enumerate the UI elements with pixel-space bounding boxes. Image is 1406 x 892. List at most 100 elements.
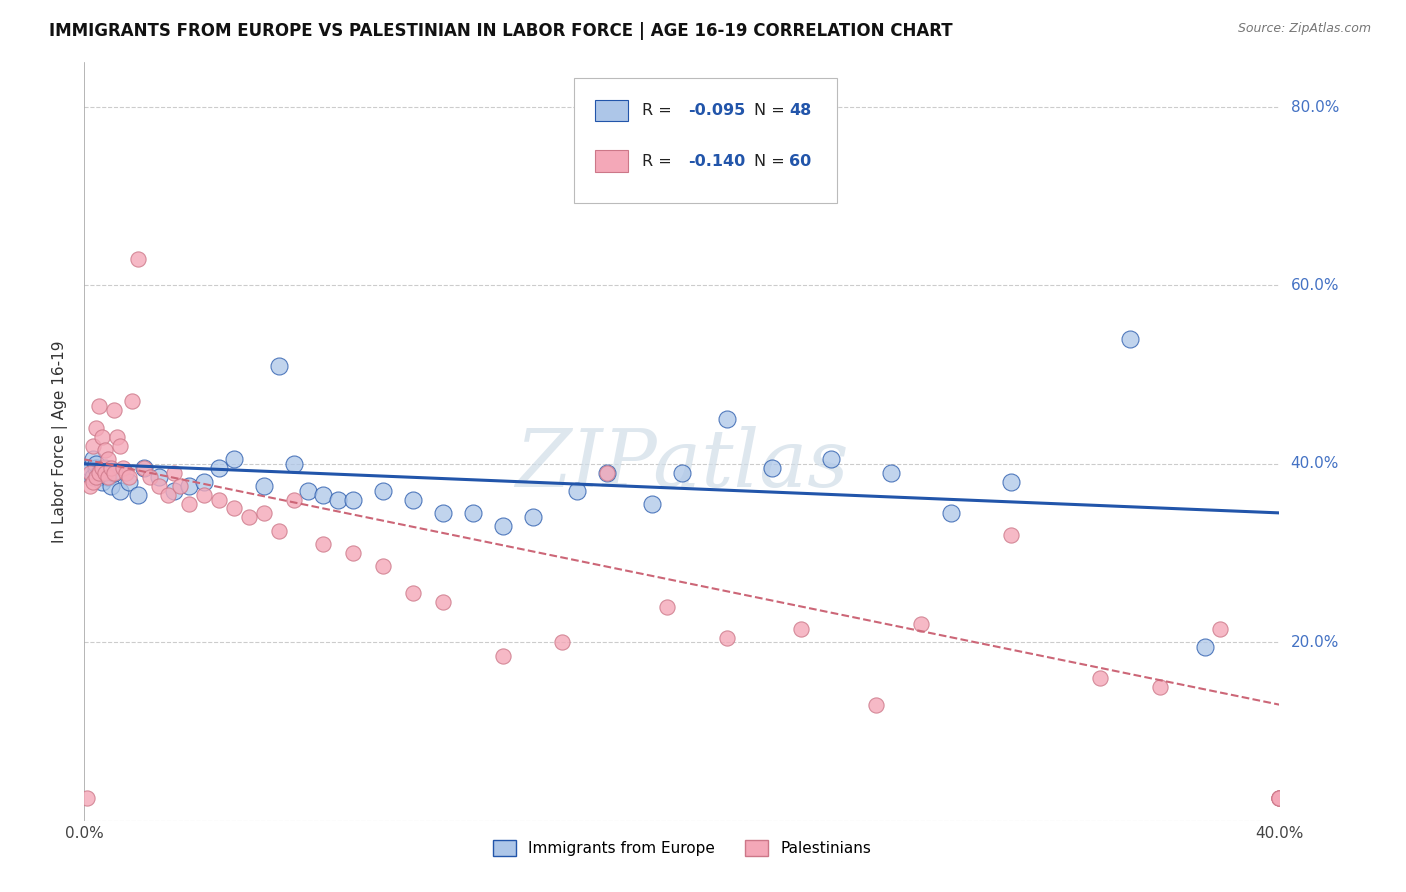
Point bbox=[1268, 791, 1291, 805]
Point bbox=[139, 470, 162, 484]
Point bbox=[283, 492, 305, 507]
Point bbox=[157, 488, 180, 502]
Point bbox=[492, 648, 515, 663]
Point bbox=[1194, 640, 1216, 654]
Point bbox=[1149, 680, 1171, 694]
Point bbox=[91, 430, 114, 444]
Point bbox=[880, 466, 903, 480]
Text: Source: ZipAtlas.com: Source: ZipAtlas.com bbox=[1237, 22, 1371, 36]
Text: R =: R = bbox=[643, 153, 678, 169]
Point bbox=[267, 359, 290, 373]
Point bbox=[641, 497, 664, 511]
Text: 20.0%: 20.0% bbox=[1291, 635, 1339, 649]
Point bbox=[86, 421, 108, 435]
Point bbox=[110, 439, 132, 453]
Point bbox=[1000, 528, 1022, 542]
Point bbox=[163, 466, 186, 480]
Point bbox=[103, 403, 125, 417]
Point bbox=[655, 599, 678, 614]
Point bbox=[118, 475, 141, 489]
Text: R =: R = bbox=[643, 103, 678, 118]
Point bbox=[132, 461, 156, 475]
Point bbox=[97, 452, 120, 467]
Point bbox=[1268, 791, 1291, 805]
Point bbox=[373, 559, 395, 574]
Point bbox=[97, 470, 120, 484]
Point bbox=[790, 622, 813, 636]
FancyBboxPatch shape bbox=[575, 78, 838, 202]
Text: 80.0%: 80.0% bbox=[1291, 100, 1339, 114]
Text: 60: 60 bbox=[790, 153, 811, 169]
Point bbox=[283, 457, 305, 471]
Point bbox=[1209, 622, 1232, 636]
Point bbox=[91, 475, 114, 489]
Point bbox=[82, 470, 104, 484]
Point bbox=[238, 510, 260, 524]
Point bbox=[82, 475, 104, 489]
Point bbox=[193, 475, 215, 489]
Point bbox=[267, 524, 290, 538]
Point bbox=[208, 492, 231, 507]
Point bbox=[79, 479, 101, 493]
Point bbox=[222, 501, 245, 516]
Point bbox=[103, 466, 125, 480]
Point bbox=[89, 466, 111, 480]
Point bbox=[208, 461, 231, 475]
Text: N =: N = bbox=[754, 103, 790, 118]
Text: 60.0%: 60.0% bbox=[1291, 278, 1339, 293]
Y-axis label: In Labor Force | Age 16-19: In Labor Force | Age 16-19 bbox=[52, 340, 69, 543]
Point bbox=[132, 461, 156, 475]
Point bbox=[1268, 791, 1291, 805]
Point bbox=[1000, 475, 1022, 489]
Point bbox=[163, 483, 186, 498]
Point bbox=[91, 461, 114, 475]
Point bbox=[94, 466, 117, 480]
Point bbox=[1090, 671, 1112, 685]
Text: -0.095: -0.095 bbox=[688, 103, 745, 118]
Point bbox=[193, 488, 215, 502]
Point bbox=[596, 466, 619, 480]
Point bbox=[492, 519, 515, 533]
Point bbox=[127, 252, 149, 266]
Point bbox=[94, 443, 117, 458]
FancyBboxPatch shape bbox=[595, 151, 628, 171]
Point bbox=[461, 506, 484, 520]
Point bbox=[716, 631, 738, 645]
Point bbox=[97, 470, 120, 484]
Point bbox=[1119, 332, 1142, 346]
Point bbox=[253, 479, 276, 493]
Point bbox=[820, 452, 842, 467]
Point bbox=[432, 506, 454, 520]
Text: 48: 48 bbox=[790, 103, 811, 118]
Point bbox=[402, 492, 425, 507]
Point bbox=[121, 394, 143, 409]
Point bbox=[567, 483, 589, 498]
Point bbox=[177, 479, 200, 493]
Point bbox=[148, 479, 170, 493]
Point bbox=[522, 510, 544, 524]
Point bbox=[100, 461, 122, 475]
Point bbox=[148, 470, 170, 484]
Point bbox=[671, 466, 693, 480]
Point bbox=[86, 461, 108, 475]
Point bbox=[253, 506, 276, 520]
Point bbox=[86, 457, 108, 471]
Point bbox=[105, 430, 128, 444]
Point bbox=[716, 412, 738, 426]
Point bbox=[89, 466, 111, 480]
Point bbox=[342, 492, 364, 507]
Point bbox=[169, 479, 191, 493]
Text: IMMIGRANTS FROM EUROPE VS PALESTINIAN IN LABOR FORCE | AGE 16-19 CORRELATION CHA: IMMIGRANTS FROM EUROPE VS PALESTINIAN IN… bbox=[49, 22, 953, 40]
Point bbox=[222, 452, 245, 467]
Point bbox=[551, 635, 574, 649]
Point bbox=[89, 470, 111, 484]
Point bbox=[82, 439, 104, 453]
Point bbox=[103, 466, 125, 480]
Point bbox=[865, 698, 887, 712]
Point bbox=[79, 466, 101, 480]
Point bbox=[118, 470, 141, 484]
Point bbox=[328, 492, 350, 507]
Point bbox=[110, 483, 132, 498]
FancyBboxPatch shape bbox=[595, 100, 628, 120]
Point bbox=[342, 546, 364, 560]
